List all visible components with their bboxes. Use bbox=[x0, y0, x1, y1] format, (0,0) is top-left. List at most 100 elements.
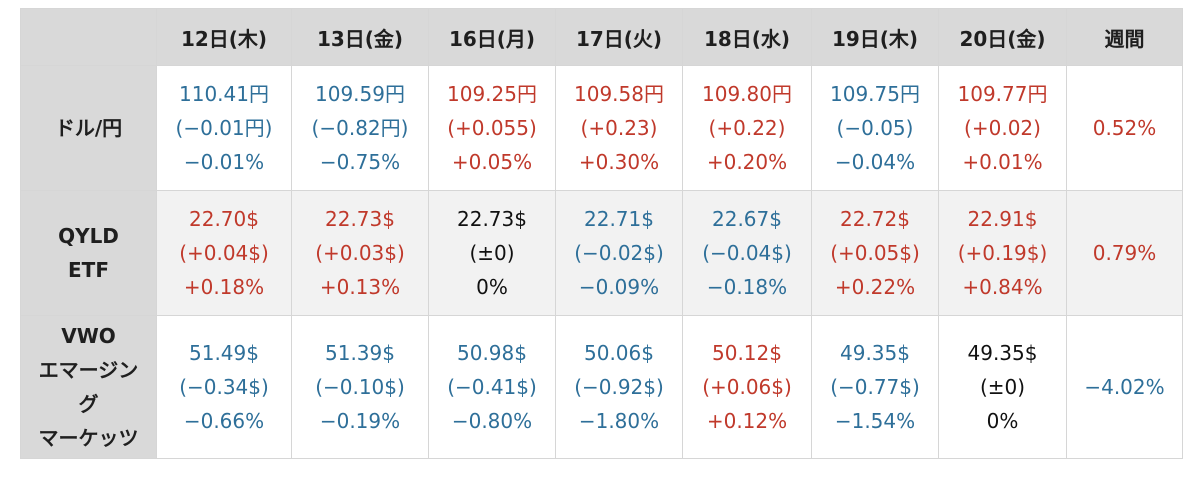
row-label-line: エマージン bbox=[38, 358, 139, 382]
cell-price: 49.35$ bbox=[967, 341, 1038, 365]
cell-pct: −1.54% bbox=[834, 409, 916, 433]
cell-change: (−0.10$) bbox=[315, 375, 405, 399]
day-header: 16日(月) bbox=[428, 8, 556, 66]
cell-pct: 0% bbox=[476, 275, 508, 299]
price-cell: 22.91$ (+0.19$) +0.84% bbox=[938, 190, 1067, 316]
cell-change: (+0.19$) bbox=[957, 241, 1048, 265]
cell-pct: −0.80% bbox=[451, 409, 533, 433]
cell-pct: −0.01% bbox=[183, 150, 265, 174]
cell-price: 22.70$ bbox=[189, 207, 259, 231]
cell-change: (−0.05) bbox=[836, 116, 914, 140]
row-label-line: VWO bbox=[61, 324, 116, 348]
table-row: QYLD ETF 22.70$ (+0.04$) +0.18% 22.73$ (+0.03$… bbox=[20, 190, 1183, 316]
price-cell: 109.25円 (+0.055) +0.05% bbox=[428, 65, 556, 191]
cell-pct: +0.05% bbox=[451, 150, 533, 174]
price-cell: 110.41円 (−0.01円) −0.01% bbox=[156, 65, 292, 191]
cell-change: (+0.22) bbox=[708, 116, 786, 140]
cell-pct: −0.66% bbox=[183, 409, 265, 433]
weekly-change: 0.52% bbox=[1092, 116, 1157, 140]
cell-price: 22.91$ bbox=[967, 207, 1038, 231]
row-label: QYLD ETF bbox=[20, 190, 157, 316]
cell-pct: −0.18% bbox=[706, 275, 788, 299]
cell-pct: +0.20% bbox=[706, 150, 788, 174]
cell-price: 109.59円 bbox=[315, 82, 405, 106]
row-label-line: ETF bbox=[68, 258, 109, 282]
header-row: 12日(木) 13日(金) 16日(月) 17日(火) 18日(水) 19日(木… bbox=[20, 8, 1183, 66]
price-cell: 49.35$ (−0.77$) −1.54% bbox=[811, 315, 939, 459]
day-header: 12日(木) bbox=[156, 8, 292, 66]
price-cell: 51.49$ (−0.34$) −0.66% bbox=[156, 315, 292, 459]
weekly-cell: 0.79% bbox=[1066, 190, 1183, 316]
cell-price: 22.73$ bbox=[325, 207, 395, 231]
row-label: ドル/円 bbox=[20, 65, 157, 191]
price-cell: 109.80円 (+0.22) +0.20% bbox=[682, 65, 812, 191]
cell-change: (±0) bbox=[979, 375, 1026, 399]
cell-change: (+0.06$) bbox=[702, 375, 792, 399]
cell-pct: 0% bbox=[986, 409, 1019, 433]
cell-change: (±0) bbox=[469, 241, 515, 265]
cell-price: 109.77円 bbox=[957, 82, 1048, 106]
cell-pct: +0.12% bbox=[706, 409, 788, 433]
cell-pct: −0.75% bbox=[319, 150, 401, 174]
price-cell: 109.58円 (+0.23) +0.30% bbox=[555, 65, 683, 191]
cell-price: 109.25円 bbox=[447, 82, 537, 106]
cell-change: (+0.23) bbox=[580, 116, 658, 140]
cell-change: (−0.41$) bbox=[447, 375, 537, 399]
cell-change: (+0.05$) bbox=[830, 241, 920, 265]
cell-pct: −0.09% bbox=[578, 275, 660, 299]
day-header: 13日(金) bbox=[291, 8, 429, 66]
cell-price: 22.67$ bbox=[712, 207, 782, 231]
price-cell: 22.70$ (+0.04$) +0.18% bbox=[156, 190, 292, 316]
weekly-cell: −4.02% bbox=[1066, 315, 1183, 459]
price-cell: 49.35$ (±0) 0% bbox=[938, 315, 1067, 459]
cell-price: 49.35$ bbox=[840, 341, 910, 365]
weekly-header: 週間 bbox=[1066, 8, 1183, 66]
cell-change: (−0.82円) bbox=[311, 116, 409, 140]
day-header: 18日(水) bbox=[682, 8, 812, 66]
cell-price: 50.12$ bbox=[712, 341, 782, 365]
cell-change: (−0.04$) bbox=[702, 241, 792, 265]
cell-pct: +0.84% bbox=[962, 275, 1043, 299]
cell-change: (+0.055) bbox=[447, 116, 537, 140]
price-cell: 109.75円 (−0.05) −0.04% bbox=[811, 65, 939, 191]
row-label-line: グ bbox=[78, 392, 99, 416]
corner-cell bbox=[20, 8, 157, 66]
price-cell: 50.98$ (−0.41$) −0.80% bbox=[428, 315, 556, 459]
cell-pct: +0.30% bbox=[578, 150, 660, 174]
price-cell: 109.77円 (+0.02) +0.01% bbox=[938, 65, 1067, 191]
weekly-cell: 0.52% bbox=[1066, 65, 1183, 191]
cell-pct: +0.18% bbox=[183, 275, 265, 299]
price-cell: 51.39$ (−0.10$) −0.19% bbox=[291, 315, 429, 459]
price-cell: 109.59円 (−0.82円) −0.75% bbox=[291, 65, 429, 191]
cell-pct: +0.22% bbox=[834, 275, 916, 299]
cell-change: (−0.34$) bbox=[179, 375, 269, 399]
cell-pct: +0.13% bbox=[319, 275, 401, 299]
cell-price: 109.80円 bbox=[702, 82, 792, 106]
price-cell: 22.73$ (±0) 0% bbox=[428, 190, 556, 316]
cell-pct: −0.04% bbox=[834, 150, 916, 174]
price-cell: 22.73$ (+0.03$) +0.13% bbox=[291, 190, 429, 316]
price-cell: 50.06$ (−0.92$) −1.80% bbox=[555, 315, 683, 459]
cell-price: 109.75円 bbox=[830, 82, 920, 106]
cell-pct: −0.19% bbox=[319, 409, 401, 433]
cell-change: (+0.02) bbox=[964, 116, 1041, 140]
cell-price: 50.06$ bbox=[584, 341, 654, 365]
weekly-change: −4.02% bbox=[1084, 375, 1165, 399]
cell-change: (+0.03$) bbox=[315, 241, 405, 265]
day-header: 17日(火) bbox=[555, 8, 683, 66]
weekly-market-table: 12日(木) 13日(金) 16日(月) 17日(火) 18日(水) 19日(木… bbox=[20, 8, 1183, 459]
cell-change: (−0.92$) bbox=[574, 375, 664, 399]
cell-change: (−0.77$) bbox=[830, 375, 920, 399]
cell-price: 22.71$ bbox=[584, 207, 654, 231]
cell-price: 110.41円 bbox=[179, 82, 269, 106]
weekly-change: 0.79% bbox=[1092, 241, 1157, 265]
cell-price: 22.72$ bbox=[840, 207, 910, 231]
row-label-line: QYLD bbox=[58, 224, 119, 248]
row-label-line: ドル/円 bbox=[54, 116, 123, 140]
price-cell: 22.72$ (+0.05$) +0.22% bbox=[811, 190, 939, 316]
cell-change: (−0.02$) bbox=[574, 241, 664, 265]
cell-price: 51.39$ bbox=[325, 341, 395, 365]
market-table-container: 12日(木) 13日(金) 16日(月) 17日(火) 18日(水) 19日(木… bbox=[20, 8, 1183, 459]
cell-price: 109.58円 bbox=[574, 82, 664, 106]
cell-pct: +0.01% bbox=[962, 150, 1043, 174]
